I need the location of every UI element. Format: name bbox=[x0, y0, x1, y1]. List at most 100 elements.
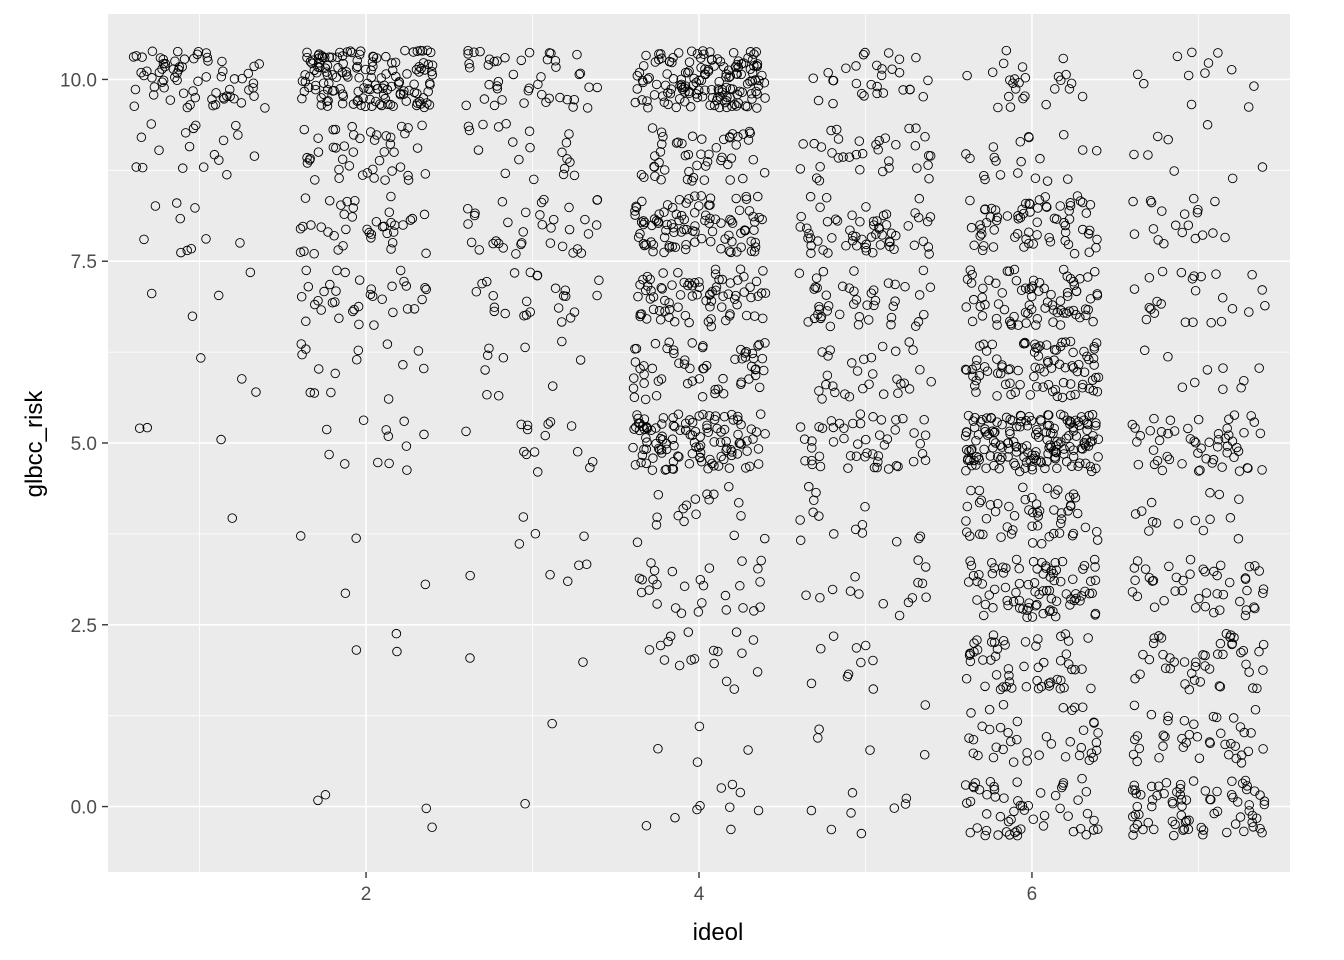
data-point bbox=[649, 161, 659, 172]
data-point bbox=[891, 415, 901, 425]
data-point bbox=[641, 314, 652, 324]
data-point bbox=[574, 560, 584, 571]
data-point bbox=[1056, 514, 1067, 524]
data-point bbox=[383, 394, 394, 404]
data-point bbox=[884, 236, 895, 247]
data-point bbox=[750, 364, 761, 375]
data-point bbox=[493, 122, 504, 132]
data-point bbox=[988, 603, 998, 613]
data-point bbox=[904, 384, 915, 394]
data-point bbox=[989, 781, 999, 792]
data-point bbox=[219, 94, 229, 104]
data-point bbox=[1006, 814, 1016, 825]
data-point bbox=[682, 378, 693, 389]
data-point bbox=[1023, 447, 1033, 458]
data-point bbox=[421, 803, 432, 814]
data-point bbox=[389, 147, 399, 157]
data-point bbox=[694, 721, 705, 732]
data-point bbox=[795, 422, 806, 432]
data-point bbox=[707, 226, 718, 237]
data-point bbox=[1129, 563, 1140, 573]
data-point bbox=[1132, 731, 1143, 741]
data-point bbox=[421, 284, 432, 295]
data-point bbox=[694, 411, 704, 421]
data-point bbox=[409, 87, 420, 98]
data-point bbox=[914, 533, 924, 544]
data-point bbox=[878, 88, 889, 98]
data-point bbox=[320, 790, 331, 800]
data-point bbox=[673, 267, 683, 278]
data-point bbox=[1010, 387, 1021, 397]
data-point bbox=[550, 56, 561, 66]
data-point bbox=[551, 62, 561, 72]
data-point bbox=[350, 196, 360, 206]
data-point bbox=[1067, 530, 1078, 541]
data-point bbox=[744, 126, 755, 137]
data-point bbox=[1229, 452, 1239, 462]
data-point bbox=[815, 461, 826, 472]
data-point bbox=[1059, 449, 1069, 459]
data-point bbox=[165, 95, 176, 105]
data-point bbox=[638, 77, 648, 88]
data-point bbox=[687, 448, 698, 459]
data-point bbox=[1042, 456, 1052, 467]
data-point bbox=[1088, 825, 1099, 835]
data-point bbox=[1146, 197, 1157, 208]
data-point bbox=[1156, 633, 1167, 643]
data-point bbox=[1176, 795, 1187, 805]
data-point bbox=[1034, 750, 1044, 760]
data-point bbox=[633, 413, 643, 424]
data-point bbox=[1063, 239, 1074, 250]
data-point bbox=[382, 228, 392, 239]
data-point bbox=[705, 200, 715, 210]
data-point bbox=[1164, 454, 1175, 465]
data-point bbox=[691, 77, 702, 88]
data-point bbox=[154, 67, 165, 78]
data-point bbox=[725, 83, 736, 94]
data-point bbox=[992, 354, 1002, 364]
data-point bbox=[1241, 659, 1251, 670]
data-point bbox=[815, 202, 825, 213]
data-point bbox=[1079, 346, 1089, 357]
data-point bbox=[1050, 84, 1060, 94]
data-point bbox=[313, 133, 323, 143]
data-point bbox=[1229, 632, 1239, 643]
data-point bbox=[1070, 702, 1080, 713]
data-point bbox=[374, 155, 385, 166]
data-point bbox=[304, 155, 315, 165]
data-point bbox=[1202, 365, 1213, 375]
data-point bbox=[1008, 78, 1018, 88]
data-point bbox=[632, 410, 642, 420]
data-point bbox=[185, 100, 195, 110]
data-point bbox=[466, 237, 477, 248]
data-point bbox=[330, 368, 340, 379]
data-point bbox=[1127, 785, 1138, 795]
data-point bbox=[387, 237, 398, 248]
data-point bbox=[719, 411, 730, 422]
data-point bbox=[1028, 239, 1039, 249]
data-point bbox=[1025, 199, 1035, 210]
data-point bbox=[557, 147, 567, 158]
data-point bbox=[890, 296, 900, 306]
data-point bbox=[1062, 291, 1073, 301]
data-point bbox=[191, 120, 201, 131]
data-point bbox=[403, 175, 414, 185]
data-point bbox=[851, 61, 861, 71]
data-point bbox=[658, 268, 668, 278]
data-point bbox=[982, 430, 993, 440]
data-point bbox=[333, 63, 343, 73]
data-point bbox=[1039, 283, 1049, 294]
data-point bbox=[546, 223, 556, 233]
data-point bbox=[1236, 383, 1246, 393]
data-point bbox=[725, 278, 736, 288]
data-point bbox=[795, 535, 806, 546]
data-point bbox=[1083, 272, 1093, 282]
data-point bbox=[963, 454, 973, 464]
data-point bbox=[1030, 362, 1040, 373]
data-point bbox=[679, 224, 689, 235]
data-point bbox=[968, 748, 979, 758]
data-point bbox=[355, 133, 365, 144]
data-point bbox=[399, 276, 409, 287]
data-point bbox=[463, 49, 473, 59]
